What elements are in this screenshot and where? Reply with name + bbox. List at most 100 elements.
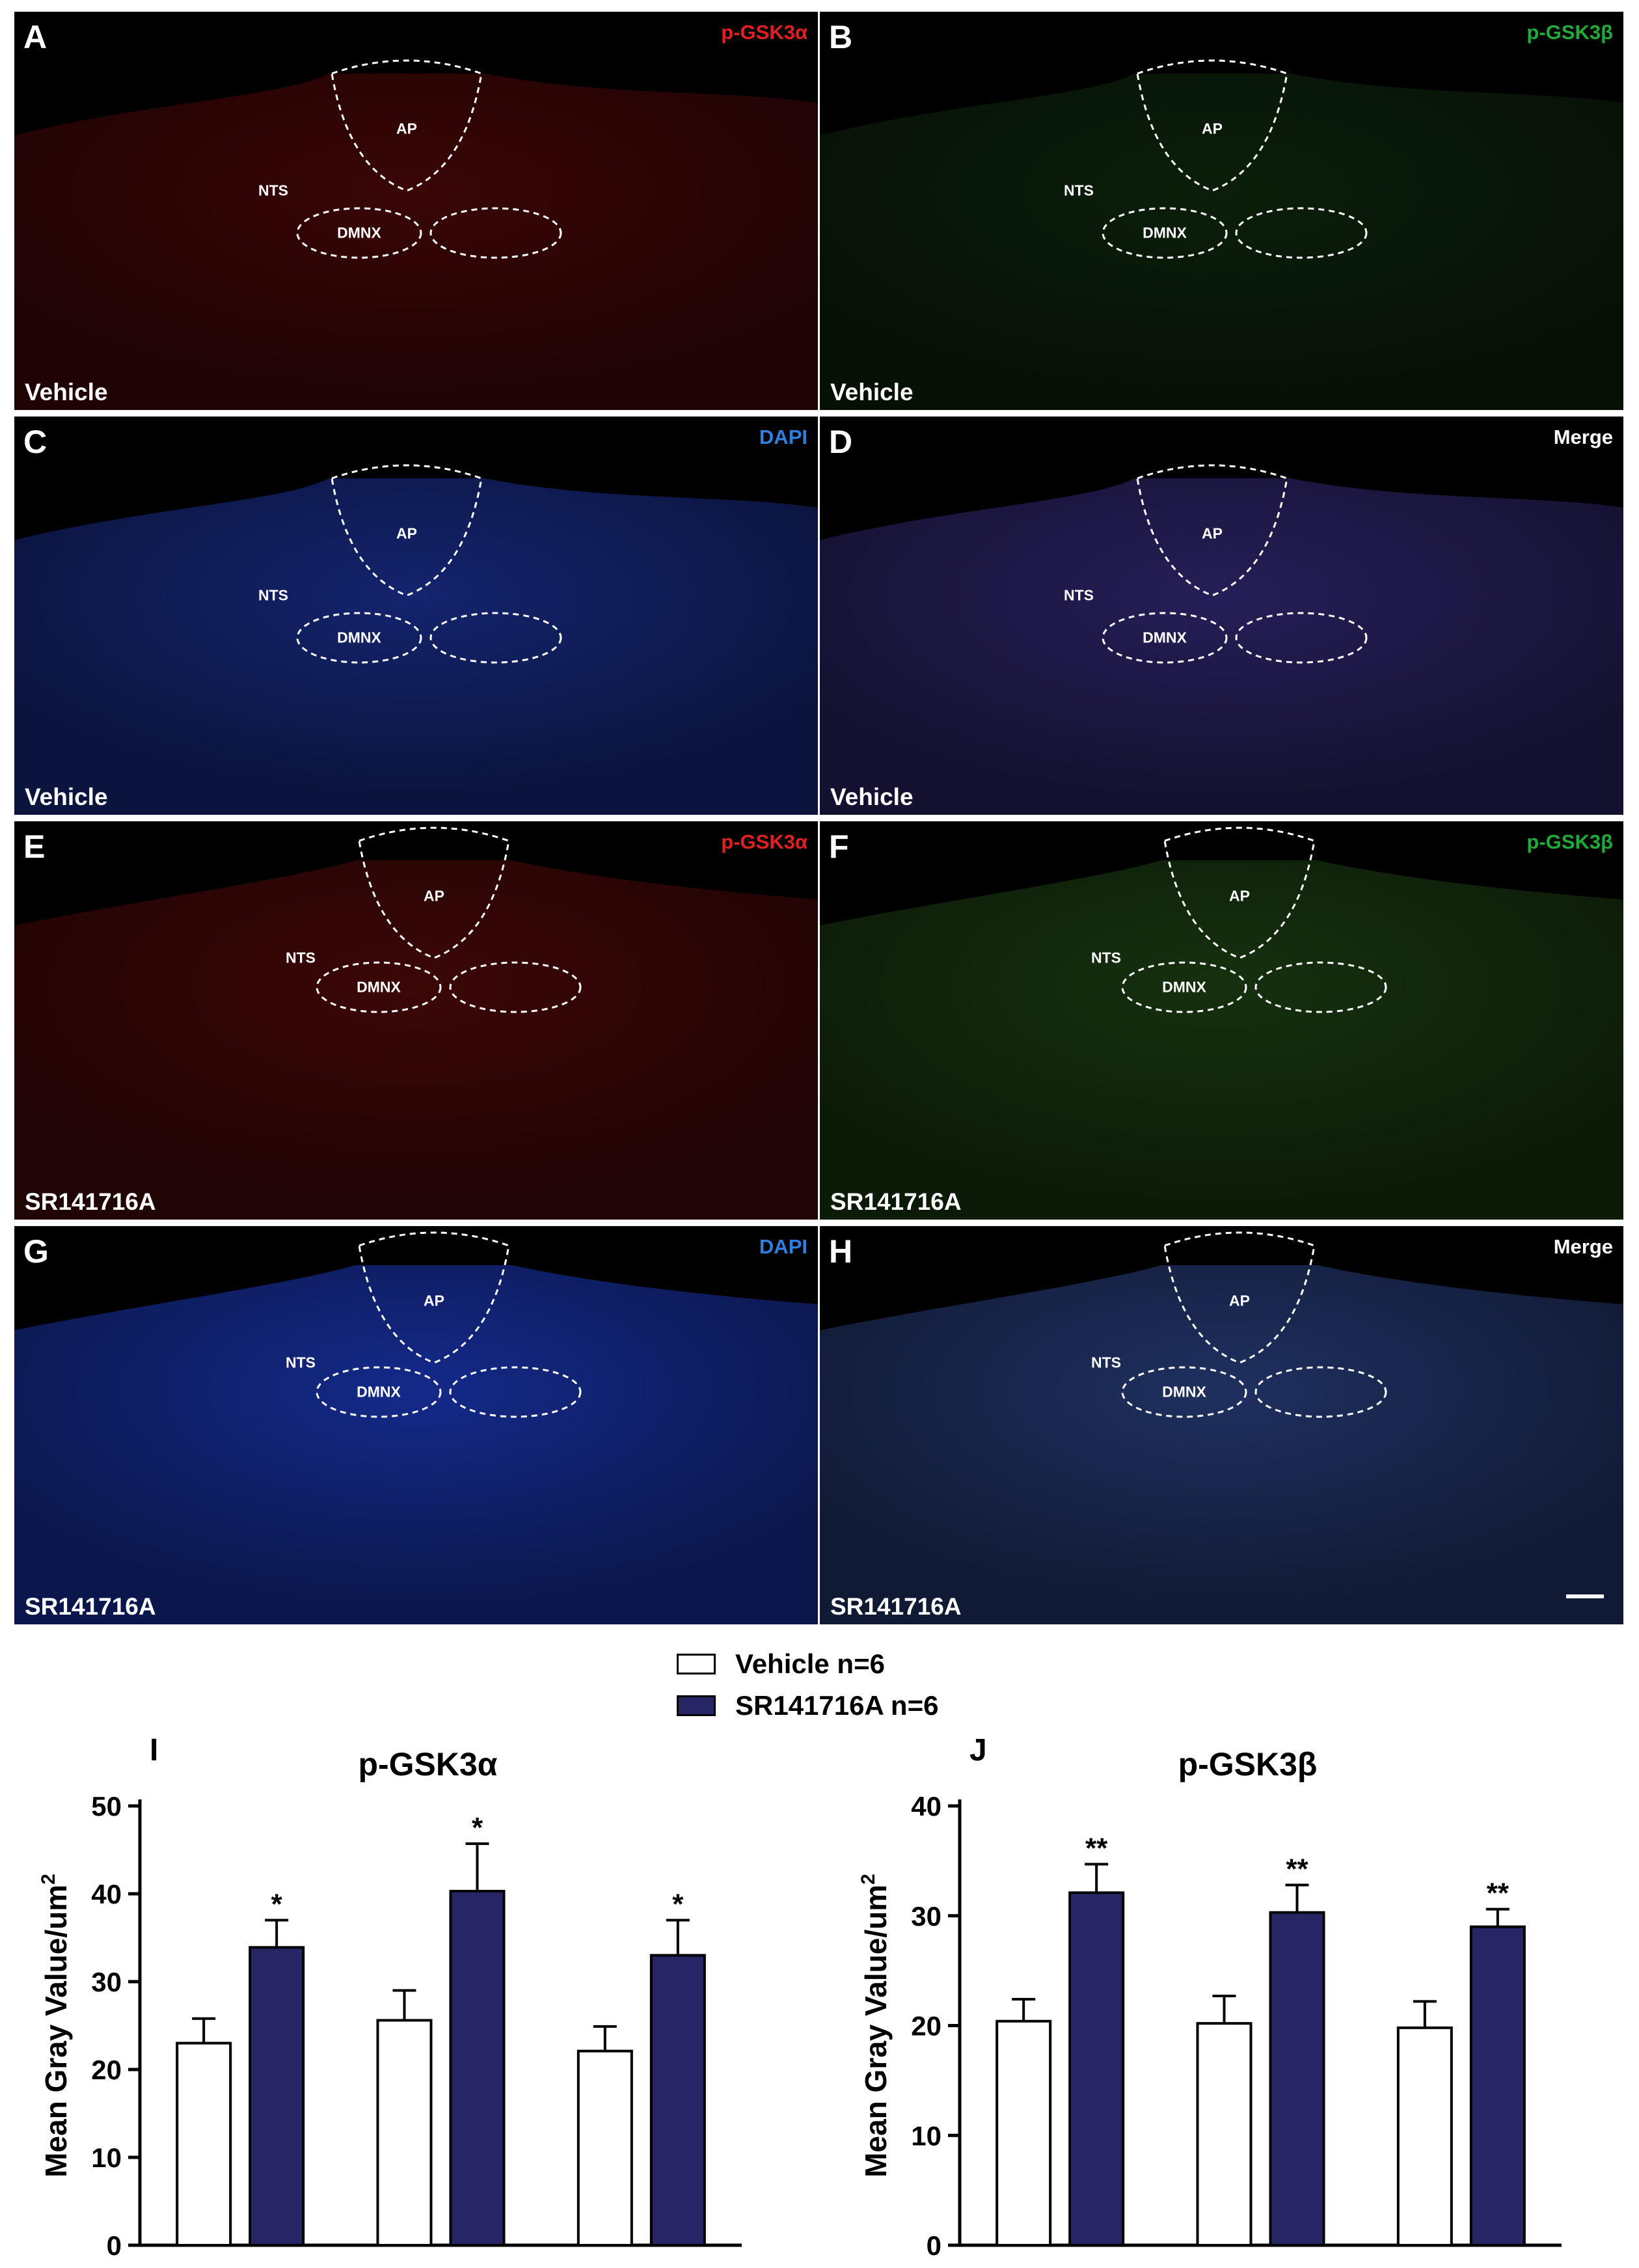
panel-letter: A [23, 19, 47, 55]
legend-item-vehicle: Vehicle n=6 [677, 1643, 938, 1685]
bar-vehicle-ap [176, 2042, 232, 2247]
region-label-dmnx: DMNX [1143, 629, 1187, 646]
tissue-section-image [820, 827, 1623, 1220]
y-axis-label: Mean Gray Value/um2 [858, 1874, 893, 2178]
region-label-nts: NTS [258, 182, 288, 199]
channel-label: p-GSK3β [1526, 830, 1613, 853]
panel-letter: H [829, 1233, 853, 1270]
region-label-dmnx: DMNX [357, 978, 401, 996]
x-tick-label: AP [1037, 2256, 1082, 2261]
panel-letter: C [23, 424, 47, 460]
chart-legend: Vehicle n=6 SR141716A n=6 [677, 1643, 938, 1727]
x-tick-label: AP [217, 2256, 262, 2261]
legend-swatch-vehicle [677, 1654, 716, 1674]
region-label-nts: NTS [1064, 586, 1094, 604]
condition-label: Vehicle [25, 379, 108, 405]
region-label-nts: NTS [286, 949, 316, 966]
tissue-section-image [14, 1231, 818, 1624]
bar-sr141716a-ap [1068, 1891, 1125, 2247]
panel-letter: G [23, 1233, 49, 1270]
region-label-nts: NTS [1091, 1354, 1121, 1371]
condition-label: Vehicle [830, 379, 914, 405]
channel-label: DAPI [759, 426, 807, 448]
x-tick-label: NTS [1228, 2256, 1294, 2261]
chart-title: p-GSK3α [358, 1746, 497, 1783]
condition-label: Vehicle [830, 784, 914, 810]
channel-label: Merge [1553, 1235, 1613, 1258]
chart-letter-j: J [969, 1733, 987, 1768]
region-label-nts: NTS [1064, 182, 1094, 199]
bar-vehicle-dmnx [576, 2049, 633, 2247]
region-label-ap: AP [424, 1292, 444, 1309]
significance-marker: * [271, 1889, 283, 1920]
tissue-section-image [820, 1231, 1623, 1624]
x-tick-label: DMNX [593, 2256, 689, 2261]
y-tick-label: 30 [911, 1901, 941, 1932]
region-label-nts: NTS [286, 1354, 316, 1371]
channel-label: DAPI [759, 1235, 807, 1258]
region-label-dmnx: DMNX [357, 1383, 401, 1400]
y-tick-label: 20 [91, 2055, 122, 2085]
bar-sr141716a-nts [449, 1889, 506, 2247]
condition-label: SR141716A [25, 1593, 156, 1620]
panel-letter: F [829, 828, 849, 865]
bar-vehicle-nts [1196, 2022, 1253, 2247]
condition-label: SR141716A [830, 1593, 962, 1620]
scale-bar [1566, 1594, 1604, 1598]
region-label-dmnx: DMNX [1162, 978, 1206, 996]
y-axis-label-superscript: 2 [38, 1874, 59, 1885]
y-tick-label: 0 [107, 2230, 122, 2261]
bar-vehicle-dmnx [1396, 2026, 1453, 2247]
significance-marker: ** [1487, 1878, 1510, 1909]
tissue-section-image [820, 464, 1623, 815]
tissue-section-image [820, 59, 1623, 410]
bar-sr141716a-dmnx [1469, 1925, 1526, 2247]
region-label-ap: AP [396, 525, 417, 542]
tissue-section-image [14, 464, 818, 815]
significance-marker: ** [1286, 1853, 1308, 1885]
y-tick-label: 40 [91, 1879, 122, 1909]
region-label-ap: AP [1202, 525, 1223, 542]
micrograph-panel-d: D Merge Vehicle AP NTS DMNX [820, 417, 1623, 815]
channel-label: p-GSK3β [1526, 21, 1613, 44]
y-tick-label: 40 [911, 1791, 941, 1822]
legend-swatch-sr141716a [677, 1695, 716, 1716]
x-tick-label: DMNX [1413, 2256, 1509, 2261]
y-axis-label-text: Mean Gray Value/um [39, 1885, 73, 2178]
y-axis-label-text: Mean Gray Value/um [859, 1885, 893, 2178]
y-tick-label: 0 [927, 2230, 941, 2261]
panel-letter: D [829, 424, 853, 460]
micrograph-panel-g: G DAPI SR141716A AP NTS DMNX [14, 1226, 818, 1624]
condition-label: SR141716A [25, 1188, 156, 1215]
region-label-ap: AP [1229, 1292, 1250, 1309]
region-label-ap: AP [396, 120, 417, 137]
panel-letter: E [23, 828, 46, 865]
channel-label: p-GSK3α [721, 21, 807, 44]
bar-sr141716a-ap [249, 1946, 305, 2247]
y-axis-label-superscript: 2 [858, 1874, 879, 1885]
chart-letter-i: I [150, 1733, 159, 1768]
panel-letter: B [829, 19, 853, 55]
region-label-dmnx: DMNX [1162, 1383, 1206, 1400]
bar-sr141716a-nts [1269, 1911, 1325, 2247]
micrograph-panel-h: H Merge SR141716A AP NTS DMNX [820, 1226, 1623, 1624]
legend-item-sr141716a: SR141716A n=6 [677, 1685, 938, 1727]
condition-label: SR141716A [830, 1188, 962, 1215]
channel-label: p-GSK3α [721, 830, 807, 853]
micrograph-panel-c: C DAPI Vehicle AP NTS DMNX [14, 417, 818, 815]
y-axis-label: Mean Gray Value/um2 [38, 1874, 73, 2178]
y-tick-label: 10 [911, 2120, 941, 2151]
region-label-ap: AP [1202, 120, 1223, 137]
bar-vehicle-ap [996, 2019, 1052, 2247]
significance-marker: * [472, 1812, 483, 1844]
legend-label-sr141716a: SR141716A n=6 [735, 1690, 939, 1721]
chart-title: p-GSK3β [1178, 1746, 1318, 1783]
y-tick-label: 20 [911, 2011, 941, 2042]
region-label-ap: AP [1229, 887, 1250, 905]
